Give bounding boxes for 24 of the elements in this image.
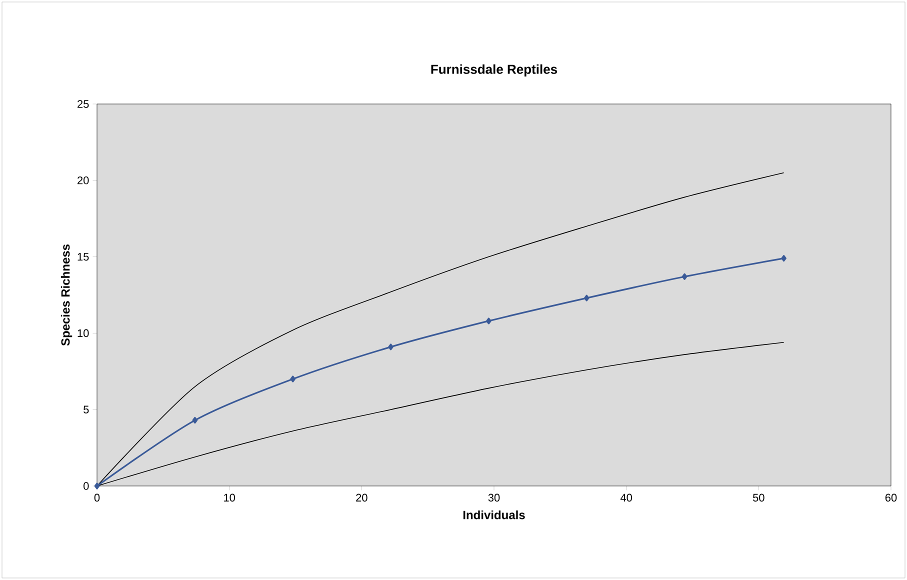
y-tick-label: 5 (84, 406, 89, 414)
point (486, 318, 492, 324)
point (94, 482, 100, 490)
point (388, 344, 394, 350)
x-tick-label: 40 (620, 494, 632, 502)
point (192, 416, 198, 424)
x-tick-label: 60 (885, 494, 897, 502)
y-tick-label: 0 (84, 482, 89, 490)
point (781, 255, 786, 262)
x-tick-label: 20 (356, 494, 368, 502)
x-tick-label: 30 (488, 494, 500, 502)
point (584, 294, 590, 302)
x-tick-label: 50 (752, 494, 764, 502)
y-axis-title: Species Richness (60, 244, 72, 346)
y-tick-label: 20 (78, 176, 89, 184)
point (682, 273, 688, 280)
y-tick-label: 15 (78, 252, 89, 261)
x-tick-label: 10 (224, 494, 236, 502)
point (290, 376, 296, 382)
y-tick-label: 25 (78, 100, 89, 108)
x-axis-title: Individuals (463, 510, 525, 520)
x-tick-label: 0 (94, 494, 100, 502)
chart-title: Furnissdale Reptiles (431, 64, 558, 76)
y-tick-label: 10 (78, 329, 89, 338)
